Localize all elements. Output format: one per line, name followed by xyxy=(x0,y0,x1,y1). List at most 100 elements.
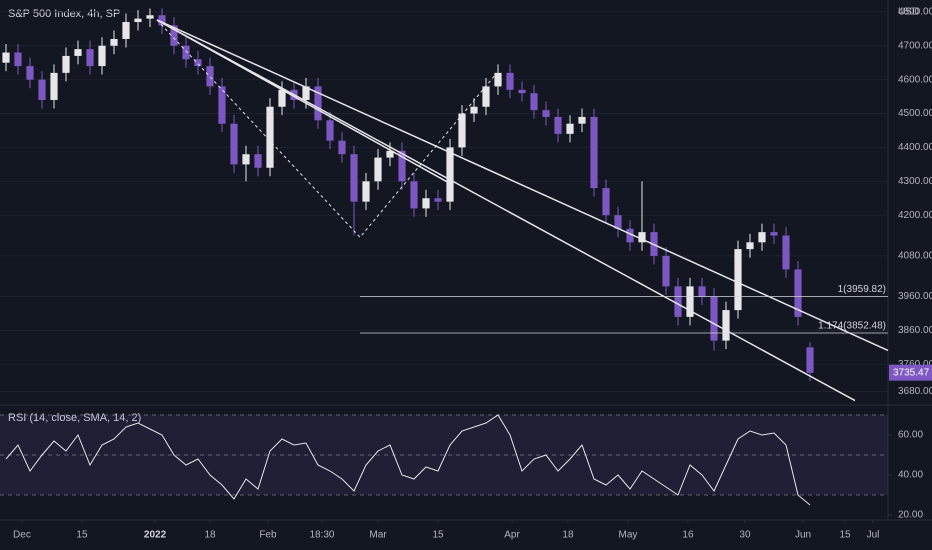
candle-body xyxy=(578,116,586,124)
candle-body xyxy=(278,89,286,107)
candle-body xyxy=(170,25,178,46)
candle-body xyxy=(362,181,370,202)
x-tick-label: May xyxy=(619,530,638,541)
candle-body xyxy=(194,59,202,67)
y-tick-label: 4800.00 xyxy=(898,7,932,18)
candle-body xyxy=(470,106,478,114)
candle-body xyxy=(662,255,670,287)
candle-body xyxy=(86,49,94,67)
x-tick-label: 18:30 xyxy=(309,530,334,541)
candle-body xyxy=(410,181,418,209)
candle-body xyxy=(602,188,610,216)
candle-body xyxy=(122,22,130,39)
y-tick-label: 4080.00 xyxy=(898,251,932,262)
x-tick-label: Jun xyxy=(795,530,811,541)
x-tick-label: Apr xyxy=(504,530,520,541)
fib-label: 1.174(3852.48) xyxy=(818,321,886,332)
candle-body xyxy=(338,140,346,155)
candle-body xyxy=(554,116,562,134)
candle-body xyxy=(386,150,394,158)
y-tick-label: 4700.00 xyxy=(898,40,932,51)
candle-body xyxy=(110,38,118,46)
y-tick-label: 3680.00 xyxy=(898,386,932,397)
candle-body xyxy=(158,15,166,26)
x-tick-label: 18 xyxy=(204,530,216,541)
candle-body xyxy=(542,110,550,117)
candle-body xyxy=(230,123,238,165)
candle-body xyxy=(146,15,154,19)
x-tick-label: 15 xyxy=(432,530,444,541)
x-tick-label: 30 xyxy=(739,530,751,541)
candle-body xyxy=(626,228,634,243)
y-tick-label: 3960.00 xyxy=(898,291,932,302)
y-tick-label: 60.00 xyxy=(898,430,923,441)
candle-body xyxy=(770,232,778,236)
candle-body xyxy=(758,232,766,243)
candle-body xyxy=(14,52,22,67)
candle-body xyxy=(518,89,526,94)
y-tick-label: 4200.00 xyxy=(898,210,932,221)
candle-body xyxy=(530,93,538,111)
candle-body xyxy=(674,286,682,317)
x-tick-label: Mar xyxy=(369,530,387,541)
candle-body xyxy=(2,52,10,63)
candle-body xyxy=(698,286,706,297)
candle-body xyxy=(590,116,598,189)
candle-body xyxy=(806,347,814,373)
rsi-line xyxy=(5,414,811,506)
candle-body xyxy=(266,106,274,168)
price-tag-label: 3735.47 xyxy=(893,367,930,378)
x-tick-label: Feb xyxy=(259,530,277,541)
x-tick-label: 2022 xyxy=(144,530,167,541)
candle-body xyxy=(374,157,382,182)
candle-body xyxy=(134,18,142,23)
candle-body xyxy=(302,86,310,100)
x-tick-label: 15 xyxy=(76,530,88,541)
candle-body xyxy=(482,86,490,107)
candle-body xyxy=(74,49,82,56)
candle-body xyxy=(446,147,454,202)
y-tick-label: 20.00 xyxy=(898,510,923,521)
candle-body xyxy=(326,120,334,141)
x-tick-label: Dec xyxy=(13,530,31,541)
candle-body xyxy=(398,150,406,182)
candle-body xyxy=(26,66,34,80)
candle-body xyxy=(38,79,46,100)
candle-body xyxy=(638,232,646,243)
y-tick-label: 4300.00 xyxy=(898,176,932,187)
candle-body xyxy=(722,310,730,341)
candle-body xyxy=(350,154,358,202)
y-tick-label: 4600.00 xyxy=(898,74,932,85)
price-tag xyxy=(889,364,932,381)
candle-body xyxy=(50,72,58,100)
trend-line xyxy=(156,19,449,183)
candle-body xyxy=(182,45,190,60)
candle-body xyxy=(62,55,70,73)
candle-body xyxy=(458,113,466,148)
y-tick-label: 3860.00 xyxy=(898,325,932,336)
candle-body xyxy=(98,45,106,67)
trend-line xyxy=(156,19,889,352)
candle-body xyxy=(242,154,250,165)
candle-body xyxy=(686,286,694,317)
candle-body xyxy=(218,86,226,124)
y-tick-label: 4400.00 xyxy=(898,142,932,153)
trend-line xyxy=(156,19,856,402)
x-tick-label: 15 xyxy=(839,530,851,541)
x-tick-label: 18 xyxy=(562,530,574,541)
candle-body xyxy=(494,72,502,87)
candle-body xyxy=(746,242,754,250)
candle-body xyxy=(422,198,430,209)
candle-body xyxy=(206,66,214,87)
candle-body xyxy=(434,198,442,202)
fib-label: 1(3959.82) xyxy=(838,284,886,295)
currency-label: USD xyxy=(898,7,919,18)
y-tick-label: 3760.00 xyxy=(898,359,932,370)
candle-body xyxy=(734,249,742,311)
candle-body xyxy=(254,154,262,168)
x-tick-label: 16 xyxy=(682,530,694,541)
candle-body xyxy=(710,296,718,341)
